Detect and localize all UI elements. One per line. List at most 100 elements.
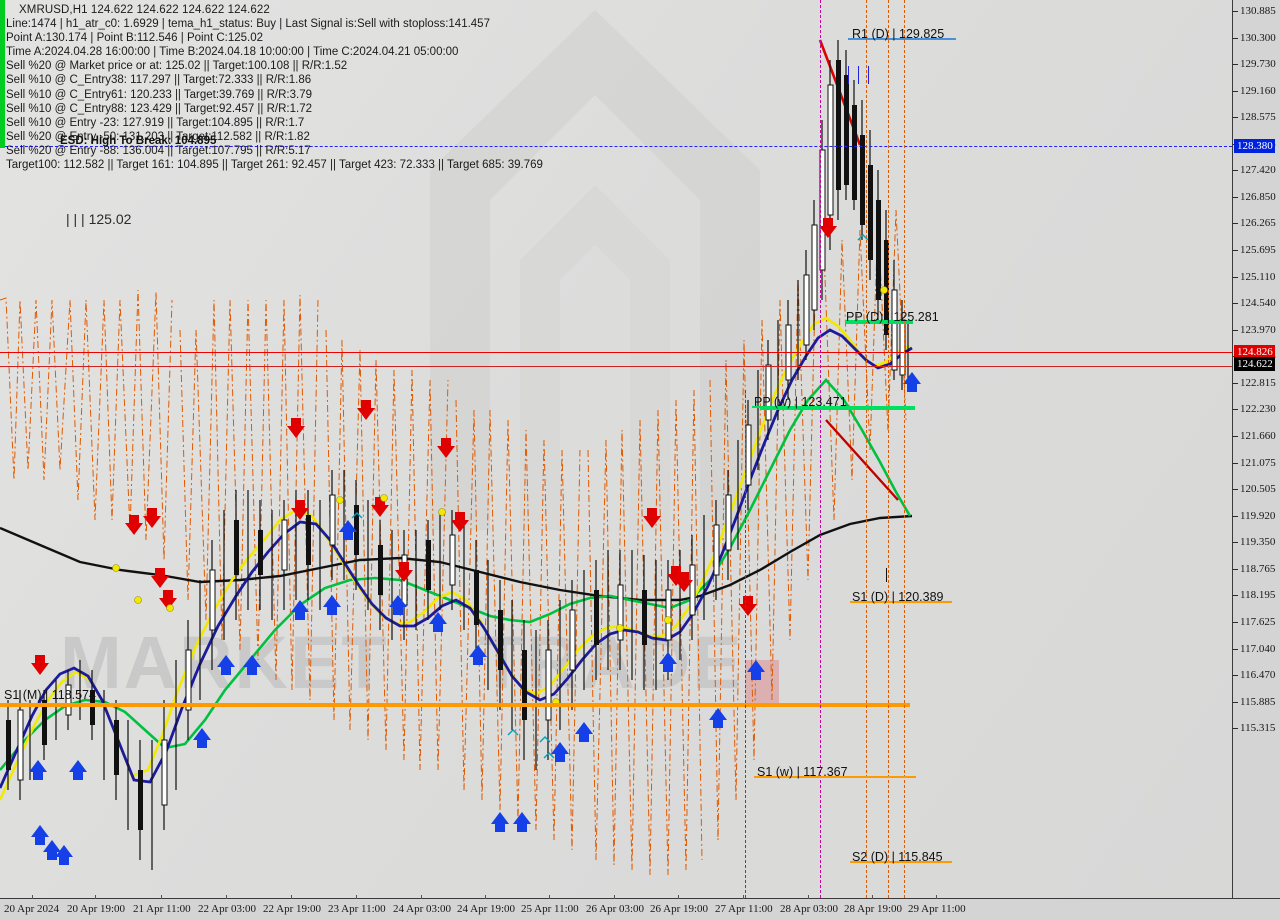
price-tick-label: 125.110 [1240, 271, 1276, 283]
level-line-s1-monthly [0, 703, 910, 707]
price-axis[interactable]: 130.885130.300129.730129.160128.575128.0… [1232, 0, 1280, 898]
level-label-s1-w: S1 (w) | 117.367 [757, 765, 848, 779]
price-tick [1233, 38, 1238, 39]
cursor-vline [820, 0, 821, 898]
time-axis[interactable]: 20 Apr 2024 20 Apr 19:00 21 Apr 11:00 22 Ap… [0, 895, 1280, 920]
time-tick [95, 895, 96, 899]
price-tick-label: 120.505 [1240, 483, 1276, 495]
time-tick [356, 895, 357, 899]
time-tick-label: 21 Apr 11:00 [133, 903, 191, 915]
price-tick [1233, 516, 1238, 517]
forecast-vline-2 [866, 0, 867, 898]
level-line-bid [0, 352, 1232, 353]
price-tick [1233, 728, 1238, 729]
header-line-6: Sell %10 @ C_Entry88: 123.429 || Target:… [6, 102, 312, 115]
level-underline [850, 601, 952, 603]
price-tick [1233, 463, 1238, 464]
header-line-7: Sell %10 @ Entry -23: 127.919 || Target:… [6, 116, 305, 129]
price-tick [1233, 197, 1238, 198]
session-vline [745, 390, 746, 898]
chart-comment-block: XMRUSD,H1 124.622 124.622 124.622 124.62… [6, 3, 543, 172]
price-tick-label: 130.300 [1240, 32, 1276, 44]
time-tick-label: 20 Apr 19:00 [67, 903, 126, 915]
time-tick [291, 895, 292, 899]
level-underline [850, 861, 952, 863]
time-tick [743, 895, 744, 899]
tick-mark-1 [848, 66, 849, 84]
price-tick [1233, 489, 1238, 490]
price-tick-label: 118.765 [1240, 563, 1276, 575]
header-line-2: Time A:2024.04.28 16:00:00 | Time B:2024… [6, 46, 459, 59]
time-tick-label: 27 Apr 11:00 [715, 903, 773, 915]
time-tick-label: 25 Apr 11:00 [521, 903, 579, 915]
header-line-9: Sell %20 @ Entry -88: 136.004 || Target:… [6, 144, 311, 157]
price-tick-label: 119.920 [1240, 510, 1276, 522]
price-tick-label: 118.195 [1240, 589, 1276, 601]
time-tick [614, 895, 615, 899]
price-note: | | | 125.02 [66, 211, 132, 227]
price-tick [1233, 383, 1238, 384]
time-tick-label: 24 Apr 19:00 [457, 903, 516, 915]
time-tick [808, 895, 809, 899]
price-tick-label: 126.265 [1240, 217, 1276, 229]
watermark-logo-icon [430, 10, 760, 530]
time-tick [872, 895, 873, 899]
level-underline [845, 320, 913, 322]
price-tick [1233, 330, 1238, 331]
signal-dots [112, 286, 888, 706]
ma-blue [0, 328, 913, 789]
ma-green [0, 378, 912, 771]
price-tick [1233, 409, 1238, 410]
symbol-ohlc-line: XMRUSD,H1 124.622 124.622 124.622 124.62… [19, 4, 270, 16]
price-tick-label: 117.040 [1240, 643, 1276, 655]
price-tick [1233, 675, 1238, 676]
forecast-vline [904, 0, 905, 898]
time-tick-label: 29 Apr 11:00 [908, 903, 966, 915]
chart-plot-area[interactable]: MARKET TRADE XMRUSD,H1 124.622 124.622 1… [0, 0, 1232, 898]
time-tick-label: 22 Apr 19:00 [263, 903, 322, 915]
time-tick-label: 24 Apr 03:00 [393, 903, 452, 915]
time-tick [936, 895, 937, 899]
price-tick-label: 121.660 [1240, 430, 1276, 442]
price-tick-label: 116.470 [1240, 669, 1276, 681]
price-tag-blue: 128.380 [1234, 139, 1275, 153]
level-label-s1-d: S1 (D) | 120.389 [852, 590, 944, 604]
price-tick [1233, 702, 1238, 703]
time-tick-label: 26 Apr 03:00 [586, 903, 645, 915]
level-underline [752, 406, 914, 408]
price-tick [1233, 117, 1238, 118]
level-label-pp-d: PP (D) | 125.281 [846, 310, 939, 324]
level-underline [848, 38, 956, 40]
price-tick [1233, 170, 1238, 171]
price-tick [1233, 542, 1238, 543]
price-tag-dark: 124.622 [1234, 357, 1275, 371]
price-tick-label: 124.540 [1240, 297, 1276, 309]
price-tick [1233, 223, 1238, 224]
time-tick-label: 28 Apr 19:00 [844, 903, 903, 915]
level-label-pp-w: PP (w) | 123.471 [754, 395, 847, 409]
header-line-1: Point A:130.174 | Point B:112.546 | Poin… [6, 32, 264, 45]
price-tick [1233, 11, 1238, 12]
price-tick-label: 130.885 [1240, 5, 1276, 17]
tick-mark-3 [868, 66, 869, 84]
header-line-0: Line:1474 | h1_atr_c0: 1.6929 | tema_h1_… [6, 18, 490, 31]
level-line-last [0, 366, 1232, 367]
time-tick [226, 895, 227, 899]
price-tick [1233, 622, 1238, 623]
signal-strip [0, 0, 5, 148]
price-tag-red: 124.826 [1234, 345, 1275, 359]
price-tick-label: 115.885 [1240, 696, 1276, 708]
header-line-4: Sell %10 @ C_Entry38: 117.297 || Target:… [6, 74, 312, 87]
tick-mark-4 [886, 568, 887, 582]
price-tick-label: 122.230 [1240, 403, 1276, 415]
price-tick [1233, 649, 1238, 650]
trendline-red-lower [825, 419, 899, 501]
price-tick-label: 129.160 [1240, 85, 1276, 97]
time-tick-label: 26 Apr 19:00 [650, 903, 709, 915]
time-tick [32, 895, 33, 899]
price-tick-label: 122.815 [1240, 377, 1276, 389]
price-tick-label: 129.730 [1240, 58, 1276, 70]
level-underline [754, 776, 916, 778]
time-tick-label: 23 Apr 11:00 [328, 903, 386, 915]
